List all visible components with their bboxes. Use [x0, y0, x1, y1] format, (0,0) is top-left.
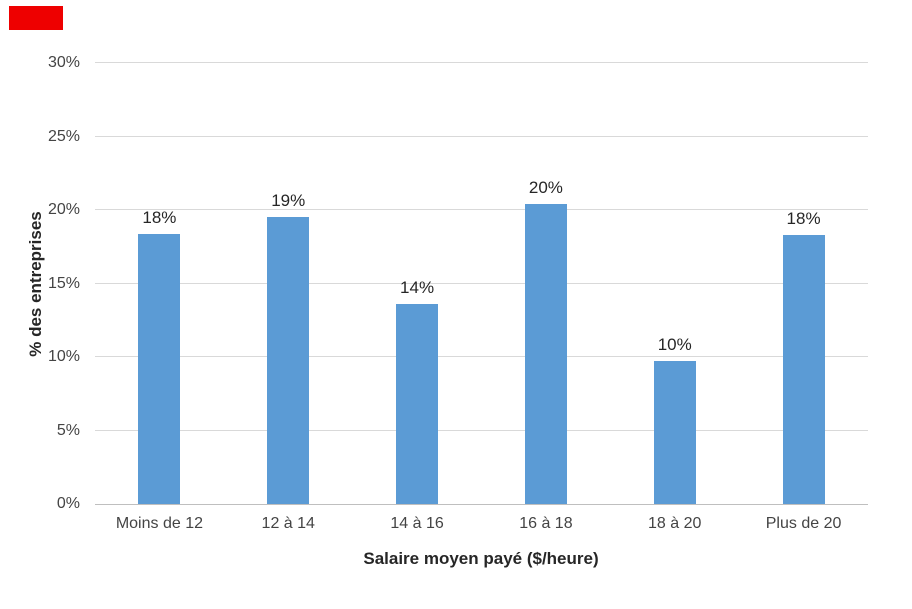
x-tick-label: 12 à 14	[261, 515, 315, 532]
bar-column: 14%	[353, 63, 482, 504]
bar-column: 20%	[481, 63, 610, 504]
bar	[138, 233, 181, 504]
bar-column: 18%	[95, 63, 224, 504]
y-tick-label: 25%	[47, 127, 80, 145]
bar-value-label: 18%	[142, 207, 177, 227]
y-tick-label: 0%	[56, 495, 80, 513]
y-axis-ticks: 0% 5% 10% 15% 20% 25% 30%	[0, 54, 80, 512]
gridline	[95, 62, 868, 63]
bar-column: 18%	[739, 63, 868, 504]
gridline	[95, 356, 868, 358]
x-tick-label: Moins de 12	[115, 515, 203, 532]
bar-value-label: 20%	[528, 178, 563, 198]
bar	[524, 204, 567, 504]
red-marker	[9, 6, 63, 30]
bar	[653, 361, 696, 504]
x-tick-label: Plus de 20	[765, 515, 842, 532]
y-tick-label: 15%	[47, 274, 80, 292]
gridline	[95, 429, 868, 431]
bar-value-label: 19%	[271, 191, 306, 211]
x-tick-label: 14 à 16	[390, 515, 444, 532]
gridline	[95, 209, 868, 211]
bar-column: 10%	[610, 63, 739, 504]
x-tick-label: 18 à 20	[648, 515, 702, 532]
bar	[782, 235, 825, 504]
bar-value-label: 14%	[400, 278, 435, 298]
bars-row: 18% 19% 14% 20% 10% 18%	[95, 63, 868, 504]
bar-value-label: 10%	[657, 335, 692, 355]
bar	[396, 304, 439, 504]
y-tick-label: 5%	[56, 421, 80, 439]
plot-area: 18% 19% 14% 20% 10% 18%	[95, 62, 868, 505]
bar	[267, 217, 310, 504]
gridline	[95, 135, 868, 137]
y-tick-label: 20%	[47, 201, 80, 219]
bar-value-label: 18%	[786, 209, 821, 228]
bar-column: 19%	[224, 63, 353, 504]
y-tick-label: 30%	[47, 54, 80, 72]
x-tick-label: 16 à 18	[519, 515, 573, 532]
gridline	[95, 282, 868, 284]
x-axis-title: Salaire moyen payé ($/heure)	[363, 549, 599, 568]
x-axis-labels: Moins de 12 12 à 14 14 à 16 16 à 18 18 à 20 P…	[95, 515, 868, 533]
y-tick-label: 10%	[47, 348, 80, 366]
